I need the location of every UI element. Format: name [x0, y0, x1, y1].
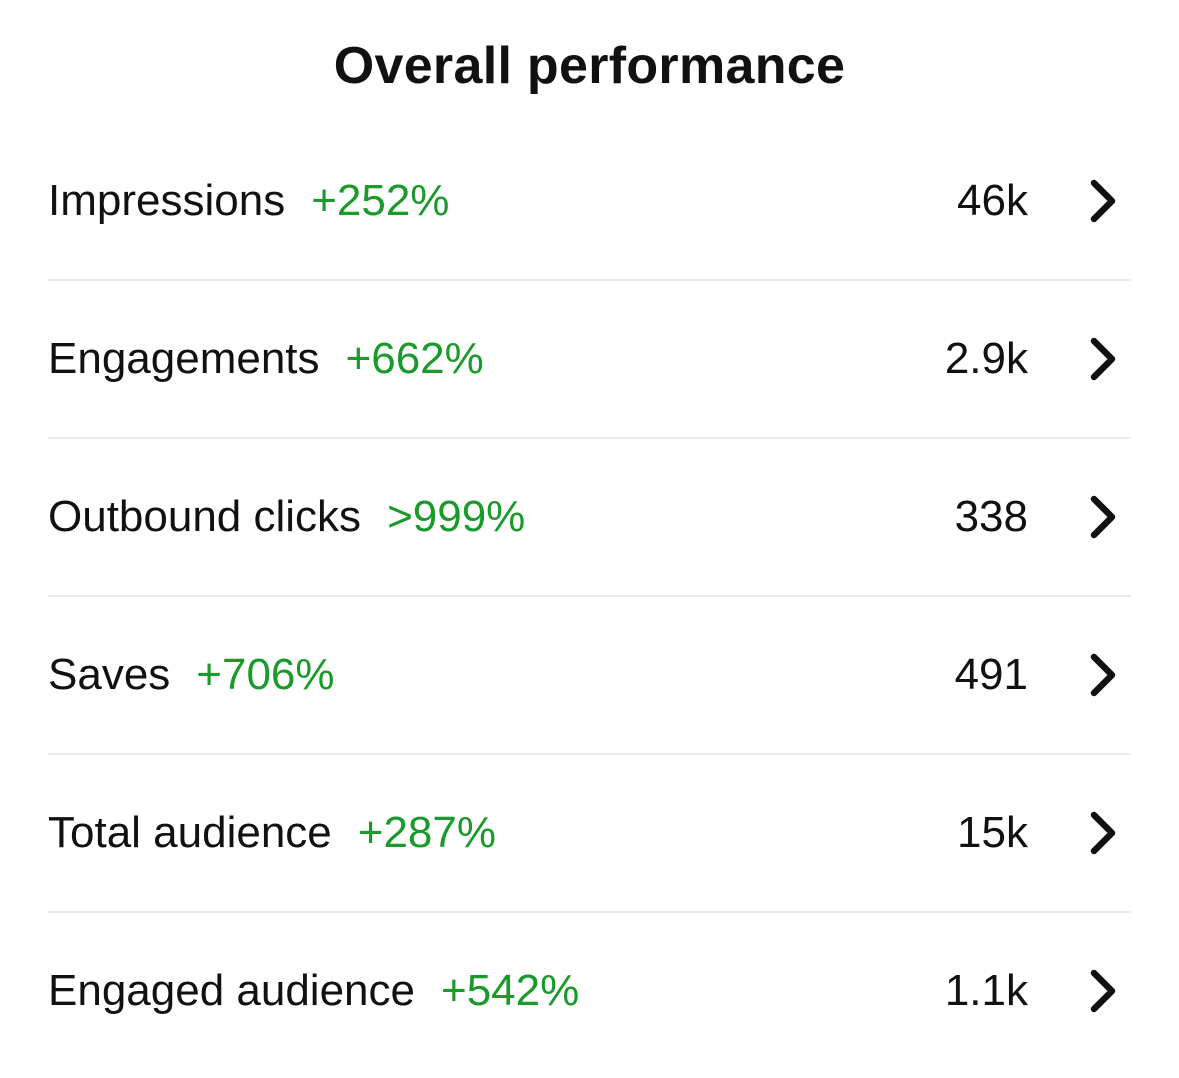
metric-row-saves[interactable]: Saves +706% 491	[48, 597, 1131, 753]
chevron-right-icon[interactable]	[1085, 809, 1121, 857]
metric-value: 15k	[957, 808, 1028, 857]
metric-label: Outbound clicks	[48, 492, 362, 541]
metric-change: >999%	[387, 492, 526, 541]
chevron-right-icon[interactable]	[1085, 651, 1121, 699]
chevron-right-icon[interactable]	[1085, 177, 1121, 225]
chevron-right-icon[interactable]	[1085, 493, 1121, 541]
metric-change: +662%	[345, 334, 484, 383]
metric-row-engaged-audience[interactable]: Engaged audience +542% 1.1k	[48, 913, 1131, 1069]
divider	[48, 279, 1131, 281]
metric-value: 2.9k	[944, 334, 1028, 383]
metric-change: +542%	[441, 966, 580, 1015]
metric-label: Total audience	[48, 808, 332, 857]
chevron-right-icon[interactable]	[1085, 335, 1121, 383]
metric-label: Engagements	[48, 334, 320, 383]
divider	[48, 595, 1131, 597]
divider	[48, 911, 1131, 913]
metric-value: 1.1k	[944, 966, 1028, 1015]
page-title: Overall performance	[333, 37, 846, 95]
metric-value: 46k	[957, 176, 1028, 225]
metric-row-outbound-clicks[interactable]: Outbound clicks >999% 338	[48, 439, 1131, 595]
metric-row-total-audience[interactable]: Total audience +287% 15k	[48, 755, 1131, 911]
metric-label: Engaged audience	[48, 966, 415, 1015]
metric-value: 338	[954, 492, 1028, 541]
metric-row-impressions[interactable]: Impressions +252% 46k	[48, 123, 1131, 279]
chevron-right-icon[interactable]	[1085, 967, 1121, 1015]
metric-label: Impressions	[48, 176, 286, 225]
metrics-list: Impressions +252% 46k Engagements +662% …	[48, 123, 1131, 1069]
metric-label: Saves	[48, 650, 171, 699]
divider	[48, 437, 1131, 439]
metric-change: +706%	[196, 650, 335, 699]
metric-change: +287%	[357, 808, 496, 857]
metric-change: +252%	[311, 176, 450, 225]
divider	[48, 753, 1131, 755]
metric-value: 491	[954, 650, 1028, 699]
metric-row-engagements[interactable]: Engagements +662% 2.9k	[48, 281, 1131, 437]
